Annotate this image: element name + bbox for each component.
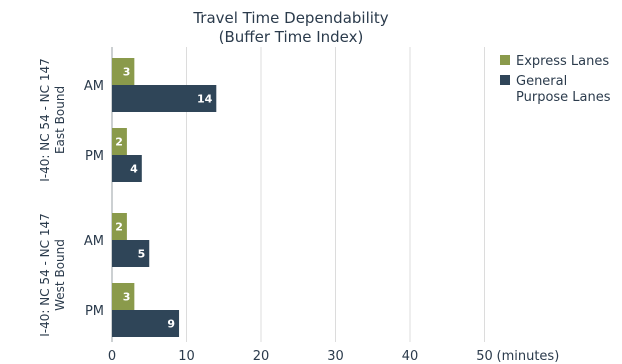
bars: 3 14 2 4 2 5 3 9 [112, 58, 217, 337]
category-label: AM [84, 79, 104, 94]
category-labels: AM PM AM PM [84, 79, 104, 319]
bar-value-label: 9 [167, 318, 175, 331]
x-axis-ticks: 0 10 20 30 40 50 (minutes) [108, 349, 559, 364]
x-tick-label: 30 [327, 349, 344, 364]
bar [112, 240, 150, 267]
x-tick-label: 50 [476, 349, 493, 364]
x-tick-label: 10 [178, 349, 195, 364]
group-label-line1: I-40: NC 54 - NC 147 [38, 213, 52, 336]
legend-swatch [500, 75, 510, 85]
x-tick-label: 20 [253, 349, 270, 364]
bar [112, 155, 142, 182]
bar-value-label: 2 [115, 221, 123, 234]
bar [112, 213, 127, 240]
legend-label: Purpose Lanes [516, 90, 611, 105]
bar [112, 85, 217, 112]
chart-title: Travel Time Dependability [192, 9, 388, 27]
bar-value-label: 3 [123, 66, 131, 79]
chart-subtitle: (Buffer Time Index) [219, 28, 364, 46]
category-label: AM [84, 234, 104, 249]
bar [112, 58, 135, 85]
bar-value-label: 4 [130, 163, 138, 176]
group-label-line2: West Bound [53, 239, 67, 311]
bar [112, 310, 180, 337]
category-label: PM [85, 304, 104, 319]
group-label-line1: I-40: NC 54 - NC 147 [38, 58, 52, 181]
x-axis-label: (minutes) [497, 349, 560, 364]
legend-label: General [516, 74, 567, 89]
legend-label: Express Lanes [516, 54, 609, 69]
bar [112, 128, 127, 155]
group-label-line2: East Bound [53, 86, 67, 154]
bar-value-label: 5 [138, 248, 146, 261]
x-tick-label: 0 [108, 349, 116, 364]
category-label: PM [85, 149, 104, 164]
x-tick-label: 40 [402, 349, 419, 364]
bar [112, 283, 135, 310]
bar-value-label: 14 [197, 93, 213, 106]
bar-value-label: 3 [123, 291, 131, 304]
legend-swatch [500, 55, 510, 65]
bar-value-label: 2 [115, 136, 123, 149]
